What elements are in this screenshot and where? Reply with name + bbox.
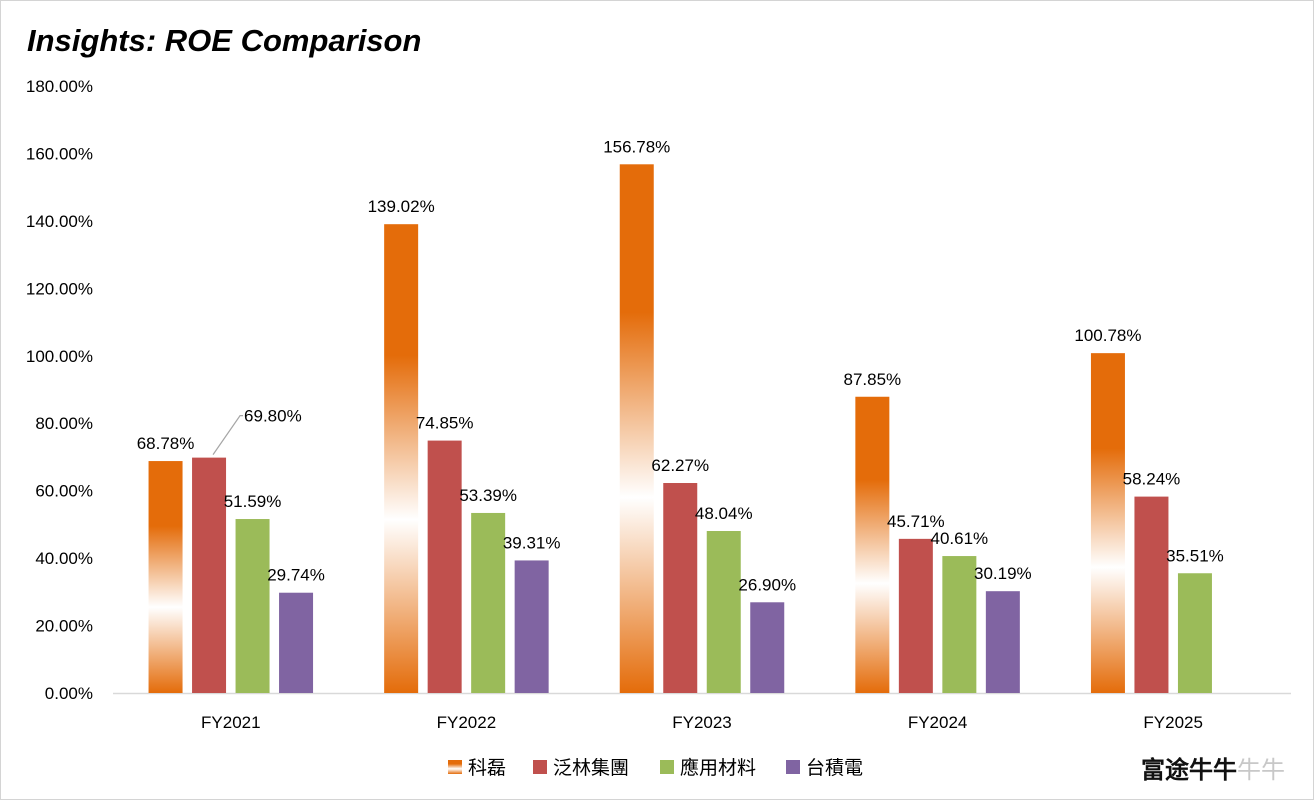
bar bbox=[235, 519, 270, 693]
x-tick-label: FY2022 bbox=[437, 713, 497, 732]
label-leader-line bbox=[212, 415, 244, 455]
bar bbox=[1090, 353, 1125, 693]
bar bbox=[427, 440, 462, 693]
y-tick-label: 0.00% bbox=[45, 684, 93, 703]
data-label: 74.85% bbox=[416, 414, 474, 433]
bar bbox=[855, 396, 890, 693]
data-label: 68.78% bbox=[137, 434, 195, 453]
y-tick-label: 40.00% bbox=[35, 549, 93, 568]
data-label: 26.90% bbox=[738, 575, 796, 594]
bar bbox=[985, 591, 1020, 693]
x-tick-label: FY2024 bbox=[908, 713, 968, 732]
bar bbox=[192, 457, 227, 693]
bar bbox=[942, 556, 977, 693]
y-tick-label: 120.00% bbox=[26, 279, 93, 298]
data-label: 29.74% bbox=[267, 566, 325, 585]
data-label: 40.61% bbox=[931, 529, 989, 548]
bar bbox=[898, 538, 933, 693]
legend-label: 台積電 bbox=[806, 757, 863, 779]
y-tick-label: 20.00% bbox=[35, 617, 93, 636]
legend-swatch bbox=[660, 760, 674, 774]
bar bbox=[279, 592, 314, 693]
bar bbox=[706, 530, 741, 693]
data-label: 30.19% bbox=[974, 564, 1032, 583]
y-tick-label: 160.00% bbox=[26, 144, 93, 163]
y-tick-label: 140.00% bbox=[26, 212, 93, 231]
x-tick-label: FY2025 bbox=[1143, 713, 1203, 732]
y-tick-label: 100.00% bbox=[26, 347, 93, 366]
data-label: 139.02% bbox=[368, 197, 435, 216]
x-axis: FY2021 FY2022 FY2023 FY2024 FY2025 bbox=[113, 692, 1291, 732]
data-label: 35.51% bbox=[1166, 546, 1224, 565]
bar bbox=[148, 461, 183, 693]
y-tick-label: 80.00% bbox=[35, 414, 93, 433]
data-labels: 68.78% 69.80% 51.59% 29.74% 139.02% 74.85% 53.… bbox=[137, 137, 1224, 594]
bar bbox=[1177, 573, 1212, 693]
watermark-text: 富途牛牛 bbox=[1141, 756, 1237, 784]
data-label: 39.31% bbox=[503, 533, 561, 552]
data-label: 48.04% bbox=[695, 504, 753, 523]
data-label: 100.78% bbox=[1074, 326, 1141, 345]
legend-swatch bbox=[533, 760, 547, 774]
bar bbox=[514, 560, 549, 693]
watermark: 富途牛牛牛牛 bbox=[1141, 750, 1285, 785]
legend-label: 泛林集團 bbox=[553, 757, 629, 779]
data-label: 45.71% bbox=[887, 512, 945, 531]
bar bbox=[384, 224, 419, 693]
bars bbox=[148, 164, 1212, 694]
data-label: 62.27% bbox=[651, 456, 709, 475]
data-label: 53.39% bbox=[459, 486, 517, 505]
bar bbox=[663, 483, 698, 693]
data-label: 69.80% bbox=[244, 407, 302, 426]
y-axis: 0.00% 20.00% 40.00% 60.00% 80.00% 100.00% 120.… bbox=[26, 77, 93, 703]
y-tick-label: 60.00% bbox=[35, 482, 93, 501]
bar bbox=[471, 512, 506, 693]
y-tick-label: 180.00% bbox=[26, 77, 93, 96]
bar bbox=[1134, 496, 1169, 693]
bar bbox=[750, 602, 785, 693]
legend-label: 應用材料 bbox=[680, 756, 756, 779]
legend-swatch bbox=[448, 760, 462, 774]
legend: 科磊 泛林集團 應用材料 台積電 bbox=[448, 756, 863, 779]
bar bbox=[619, 164, 654, 694]
data-label: 58.24% bbox=[1123, 470, 1181, 489]
x-tick-label: FY2023 bbox=[672, 713, 732, 732]
watermark-faded-text: 牛牛 bbox=[1237, 756, 1285, 784]
data-label: 87.85% bbox=[844, 370, 902, 389]
legend-label: 科磊 bbox=[468, 757, 506, 779]
legend-swatch bbox=[786, 760, 800, 774]
chart-title: Insights: ROE Comparison bbox=[27, 23, 422, 58]
data-label: 156.78% bbox=[603, 137, 670, 156]
x-tick-label: FY2021 bbox=[201, 713, 261, 732]
data-label: 51.59% bbox=[224, 492, 282, 511]
